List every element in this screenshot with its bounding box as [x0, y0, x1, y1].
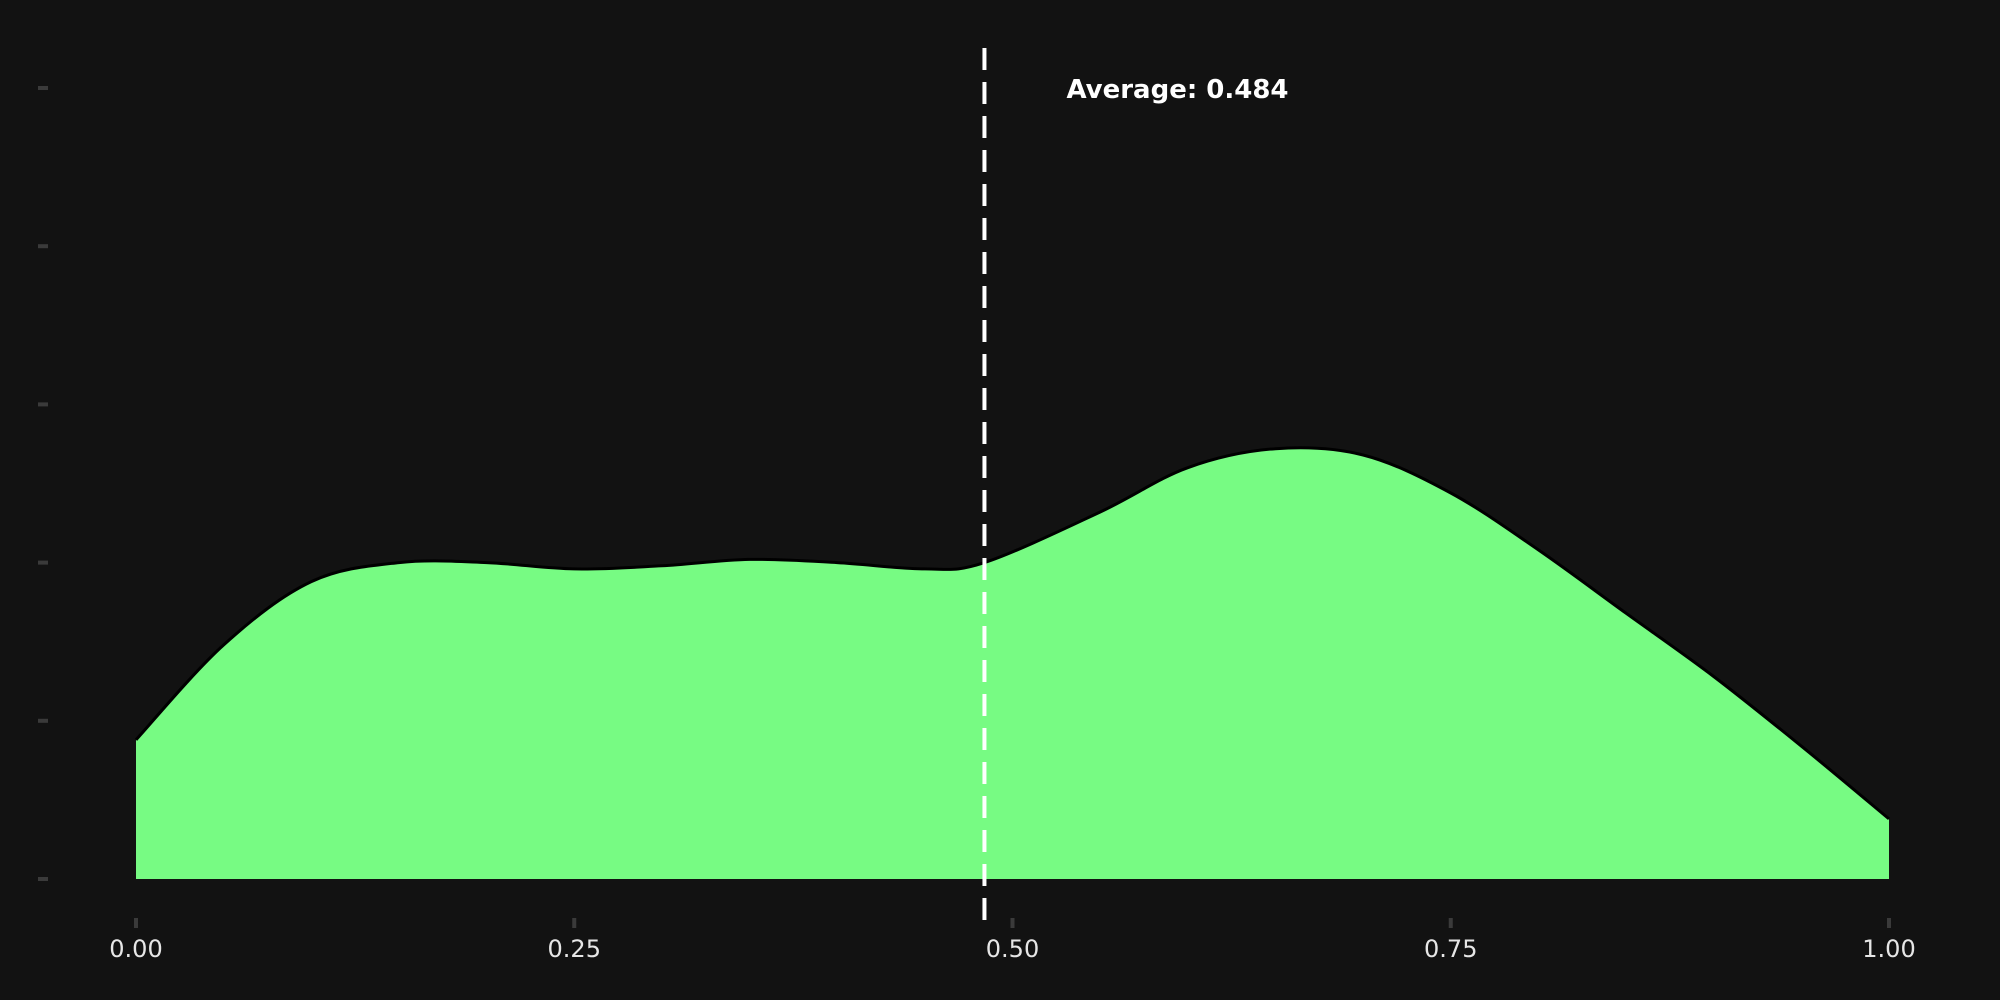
x-axis-ticks: 0.00 0.25 0.50 0.75 1.00	[109, 918, 1916, 963]
x-tick-label: 0.25	[548, 935, 601, 963]
y-axis-ticks	[38, 86, 48, 881]
density-area	[136, 447, 1889, 879]
x-tick-label: 1.00	[1862, 935, 1915, 963]
x-tick-label: 0.75	[1424, 935, 1477, 963]
average-label: Average: 0.484	[1066, 75, 1288, 105]
x-tick-label: 0.00	[109, 935, 162, 963]
density-curve	[134, 446, 1890, 821]
x-tick-label: 0.50	[986, 935, 1039, 963]
